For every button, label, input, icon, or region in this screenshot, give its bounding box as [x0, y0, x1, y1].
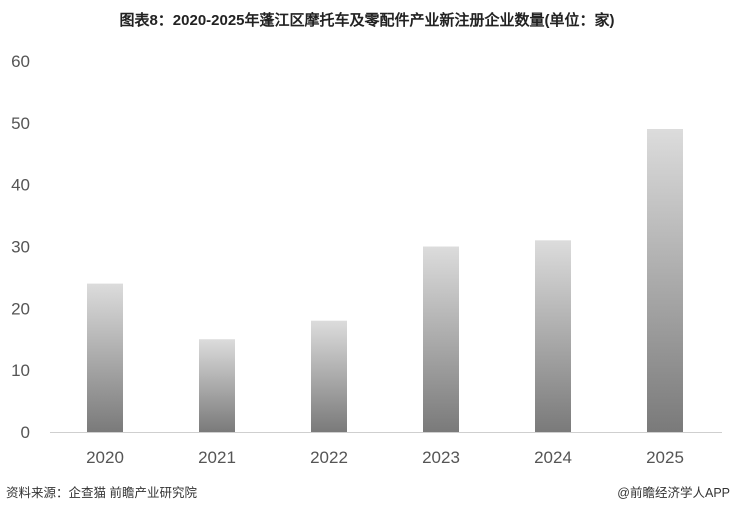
x-tick-label: 2024: [534, 448, 572, 467]
bar-2025: [647, 129, 683, 432]
bar-2020: [87, 283, 123, 432]
bar-chart: 0 10 20 30 40 50 60 2020 2021 2022 2023 2024 2025: [11, 52, 722, 467]
y-tick-label: 60: [11, 52, 30, 71]
brand-label: @前瞻经济学人APP: [617, 486, 730, 500]
y-tick-label: 0: [21, 423, 30, 442]
bar-2021: [199, 339, 235, 432]
y-tick-label: 20: [11, 299, 30, 318]
y-tick-label: 30: [11, 238, 30, 257]
x-tick-label: 2025: [646, 448, 684, 467]
source-note: 资料来源：企查猫 前瞻产业研究院: [6, 486, 197, 500]
bar-2023: [423, 246, 459, 432]
bar-2024: [535, 240, 571, 432]
bar-2022: [311, 320, 347, 432]
bars: [87, 129, 683, 432]
y-tick-label: 40: [11, 176, 30, 195]
y-axis: 0 10 20 30 40 50 60: [11, 52, 30, 442]
x-tick-label: 2023: [422, 448, 460, 467]
chart-title: 图表8：2020-2025年蓬江区摩托车及零配件产业新注册企业数量(单位：家): [119, 12, 615, 29]
x-tick-label: 2022: [310, 448, 348, 467]
x-tick-label: 2021: [198, 448, 236, 467]
x-tick-label: 2020: [86, 448, 124, 467]
x-axis: 2020 2021 2022 2023 2024 2025: [50, 432, 722, 467]
y-tick-label: 50: [11, 114, 30, 133]
y-tick-label: 10: [11, 361, 30, 380]
